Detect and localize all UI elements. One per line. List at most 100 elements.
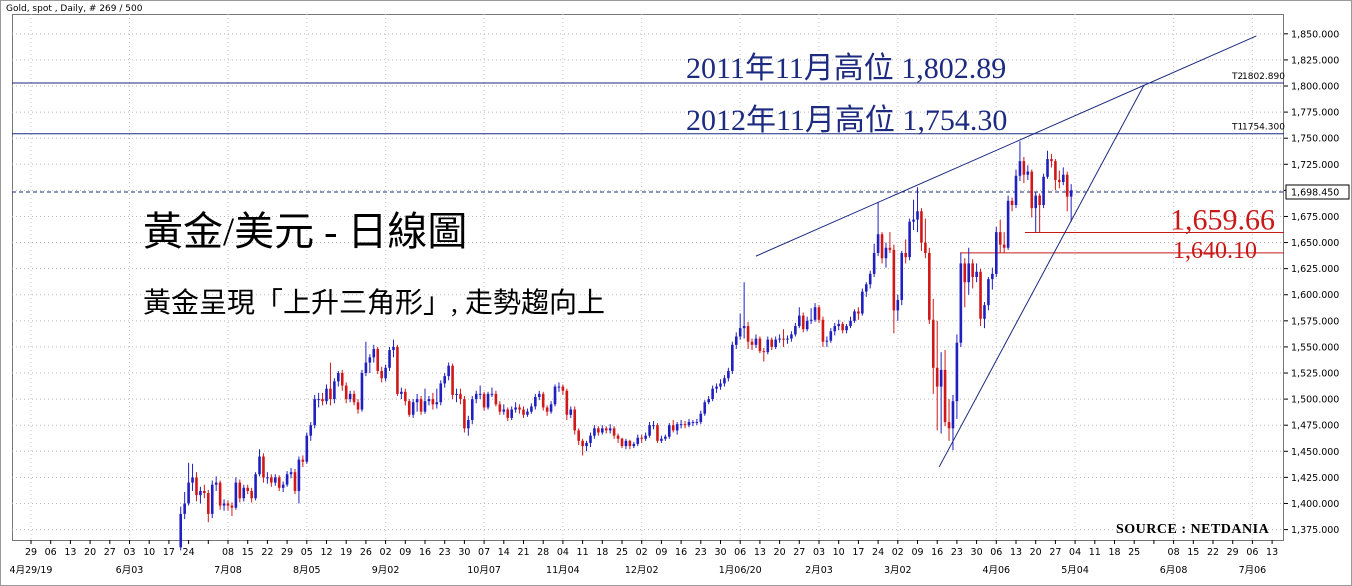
candle-body	[640, 437, 643, 439]
x-tick-label: 23	[695, 547, 707, 558]
annotation: 2012年11月高位 1,754.30	[686, 104, 1007, 137]
candle-body	[908, 221, 911, 258]
candle-body	[218, 482, 222, 506]
candle-body	[270, 477, 273, 483]
level-label: 1754.300	[1242, 123, 1285, 133]
candle-body	[242, 487, 246, 499]
candle-body	[632, 443, 636, 447]
candle-body	[746, 326, 750, 342]
candle-body	[691, 422, 695, 424]
x-tick-label: 29	[1227, 547, 1239, 558]
candle-body	[734, 336, 738, 345]
candle-body	[1050, 159, 1053, 162]
candle-body	[222, 503, 226, 506]
candle-body	[612, 428, 616, 436]
candle-body	[514, 407, 517, 410]
x-tick-label: 27	[104, 547, 116, 558]
candle-body	[478, 393, 482, 395]
x-tick-label: 16	[931, 547, 943, 558]
x-tick-label: 04	[1069, 547, 1081, 558]
x-tick-label: 14	[498, 547, 510, 558]
x-tick-label: 25	[616, 547, 628, 558]
y-tick-label: 1,425.000	[1291, 473, 1339, 484]
candle-body	[490, 393, 494, 395]
candle-body	[589, 435, 592, 443]
x-tick-label: 12	[320, 547, 332, 558]
candle-body	[675, 424, 679, 431]
candle-body	[317, 399, 320, 401]
candle-body	[597, 428, 600, 433]
y-tick-label: 1,525.000	[1291, 369, 1339, 380]
candle-body	[541, 393, 545, 408]
month-label: 7月06	[1239, 565, 1267, 576]
x-tick-label: 15	[242, 547, 254, 558]
candle-body	[809, 319, 813, 321]
candle-body	[671, 425, 675, 431]
x-tick-label: 20	[774, 547, 786, 558]
x-tick-label: 15	[1187, 547, 1199, 558]
candle-body	[470, 399, 474, 420]
candle-body	[392, 346, 395, 351]
candle-body	[238, 482, 242, 499]
candle-body	[195, 477, 198, 496]
x-tick-label: 09	[399, 547, 411, 558]
candle-body	[1046, 159, 1049, 177]
candle-body	[463, 399, 466, 429]
candle-body	[892, 249, 896, 311]
candle-body	[995, 232, 998, 274]
candle-body	[880, 234, 884, 259]
x-tick-label: 02	[892, 547, 904, 558]
candle-body	[234, 482, 238, 508]
x-tick-label: 11	[1089, 547, 1101, 558]
candle-body	[506, 409, 510, 418]
candle-body	[845, 326, 848, 331]
month-label: 9月02	[372, 565, 400, 576]
candle-body	[494, 393, 498, 405]
candle-body	[199, 490, 202, 496]
candle-body	[502, 409, 506, 412]
candle-body	[210, 484, 214, 514]
candle-body	[947, 422, 951, 429]
candle-body	[695, 422, 699, 424]
candle-body	[419, 399, 423, 412]
candle-body	[707, 399, 710, 403]
candle-body	[916, 211, 919, 220]
candle-body	[388, 350, 391, 368]
candle-body	[203, 490, 206, 494]
plot-area	[12, 14, 1284, 541]
candle-body	[924, 242, 927, 253]
x-tick-label: 20	[84, 547, 96, 558]
x-tick-label: 10	[143, 547, 155, 558]
month-label: 6月03	[116, 565, 144, 576]
candle-body	[872, 252, 876, 274]
candle-body	[518, 407, 521, 410]
candle-body	[853, 311, 856, 321]
candle-body	[904, 252, 907, 258]
candle-body	[738, 328, 742, 337]
candle-body	[1034, 195, 1037, 209]
candle-body	[664, 436, 667, 439]
candle-body	[888, 247, 892, 250]
y-tick-label: 1,625.000	[1291, 264, 1339, 275]
candle-body	[577, 430, 580, 441]
x-tick-label: 06	[990, 547, 1002, 558]
x-tick-label: 02	[636, 547, 648, 558]
y-tick-label: 1,775.000	[1291, 108, 1339, 119]
candle-body	[778, 338, 781, 340]
candle-body	[983, 305, 986, 319]
month-label: 4月29/19	[10, 565, 53, 576]
candle-body	[258, 456, 261, 475]
candle-body	[337, 373, 340, 382]
trendline	[938, 84, 1145, 468]
candle-body	[1065, 174, 1069, 197]
candle-body	[723, 378, 726, 384]
candle-body	[530, 406, 533, 412]
candle-body	[1069, 190, 1073, 197]
level-label: 1802.890	[1242, 72, 1285, 82]
candle-body	[951, 401, 955, 429]
candle-body	[762, 351, 766, 353]
month-label: 7月08	[214, 565, 242, 576]
y-tick-label: 1,800.000	[1291, 82, 1339, 93]
candle-body	[857, 311, 860, 314]
